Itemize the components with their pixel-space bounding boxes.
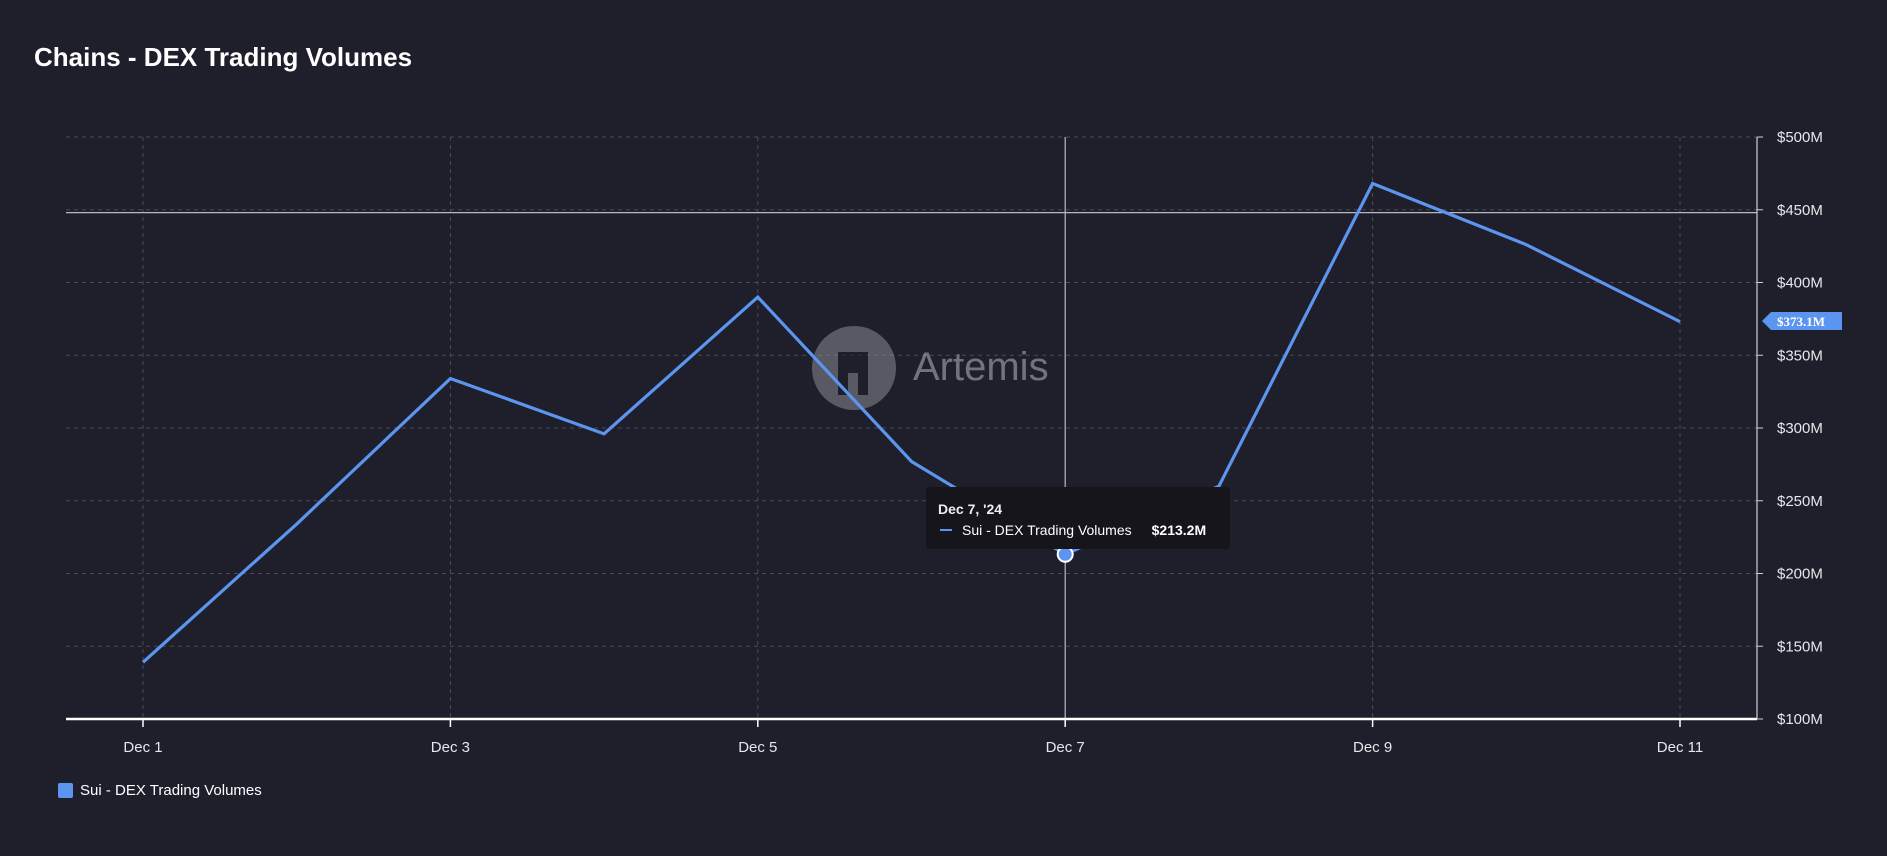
y-tick-label: $100M [1777, 711, 1823, 728]
x-tick-label: Dec 7 [1046, 739, 1085, 756]
series-line [141, 181, 1681, 664]
y-tick-label: $300M [1777, 420, 1823, 437]
tooltip-series-swatch [940, 529, 952, 531]
y-axis-ticks: $100M $150M $200M $250M $300M $350M $400M $450M… [1757, 129, 1823, 728]
y-tick-label: $350M [1777, 347, 1823, 364]
axes [66, 137, 1758, 721]
x-tick-label: Dec 11 [1657, 739, 1703, 756]
x-tick-label: Dec 1 [123, 739, 162, 756]
tooltip-value: $213.2M [1151, 522, 1207, 538]
last-value-flag [1762, 312, 1842, 330]
artemis-logo-glyph [838, 352, 868, 395]
x-axis-ticks: Dec 1 Dec 3 Dec 5 Dec 7 Dec 9 Dec 11 [123, 719, 1703, 756]
last-value-label: $373.1M [1762, 312, 1842, 330]
y-tick-label: $450M [1777, 202, 1823, 219]
y-tick-label: $500M [1777, 129, 1823, 146]
y-tick-label: $250M [1777, 493, 1823, 510]
series-sui [141, 181, 1681, 664]
tooltip-row: Sui - DEX Trading Volumes $213.2M [938, 522, 1218, 538]
artemis-watermark: Artemis [812, 326, 1049, 410]
legend-swatch[interactable] [58, 783, 73, 798]
last-value-text: $373.1M [1777, 314, 1825, 329]
legend[interactable]: Sui - DEX Trading Volumes [58, 782, 262, 799]
watermark-text: Artemis [913, 345, 1049, 389]
hover-marker [1056, 545, 1074, 563]
x-tick-label: Dec 5 [738, 739, 777, 756]
markers [1056, 545, 1074, 563]
grid [66, 136, 1757, 719]
x-tick-label: Dec 3 [431, 739, 470, 756]
y-tick-label: $400M [1777, 275, 1823, 292]
tooltip: Dec 7, '24 Sui - DEX Trading Volumes $21… [926, 487, 1230, 549]
tooltip-series-name: Sui - DEX Trading Volumes [962, 522, 1132, 538]
tooltip-date: Dec 7, '24 [938, 501, 1003, 517]
y-tick-label: $150M [1777, 638, 1823, 655]
y-tick-label: $200M [1777, 566, 1823, 583]
legend-label[interactable]: Sui - DEX Trading Volumes [80, 782, 262, 799]
chart-title: Chains - DEX Trading Volumes [34, 42, 413, 72]
x-tick-label: Dec 9 [1353, 739, 1392, 756]
